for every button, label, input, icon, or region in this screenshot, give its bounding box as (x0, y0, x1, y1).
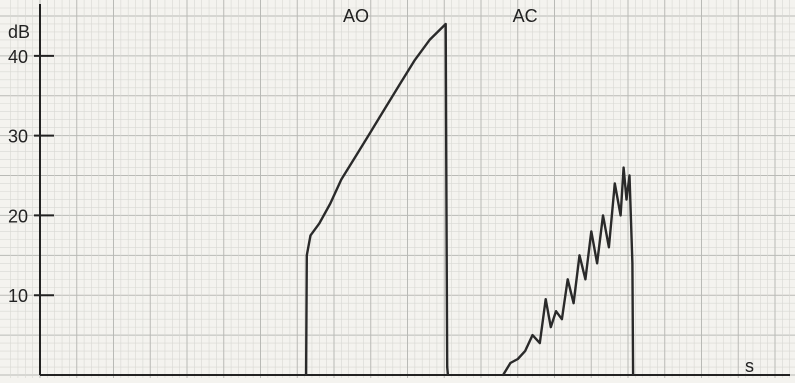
x-axis-label: s (745, 356, 754, 376)
axes: 10 20 30 40 (8, 4, 790, 376)
y-tick-label: 30 (8, 127, 28, 147)
y-tick-label: 40 (8, 47, 28, 67)
series-layer (304, 22, 635, 376)
y-axis-label: dB (8, 22, 30, 42)
annotations: AO AC (343, 6, 538, 26)
y-tick-label: 20 (8, 206, 28, 226)
annotation-label: AC (513, 6, 538, 26)
series-line-1 (502, 166, 635, 376)
y-tick-label: 10 (8, 286, 28, 306)
annotation-label: AO (343, 6, 369, 26)
series-line-0 (304, 22, 450, 376)
